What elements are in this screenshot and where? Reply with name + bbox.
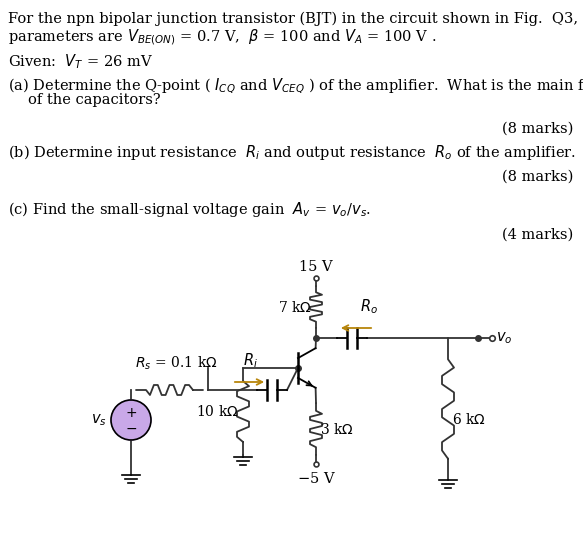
Text: parameters are $V_{BE(ON)}$ = 0.7 V,  $\beta$ = 100 and $V_A$ = 100 V .: parameters are $V_{BE(ON)}$ = 0.7 V, $\b… bbox=[8, 27, 436, 47]
Text: $R_o$: $R_o$ bbox=[360, 297, 378, 316]
Text: (a) Determine the Q-point ( $I_{CQ}$ and $V_{CEQ}$ ) of the amplifier.  What is : (a) Determine the Q-point ( $I_{CQ}$ and… bbox=[8, 77, 583, 97]
Text: +: + bbox=[125, 406, 137, 420]
Text: For the npn bipolar junction transistor (BJT) in the circuit shown in Fig.  Q3, : For the npn bipolar junction transistor … bbox=[8, 12, 583, 27]
Text: $R_s$ = 0.1 k$\Omega$: $R_s$ = 0.1 k$\Omega$ bbox=[135, 355, 217, 372]
Text: 10 k$\Omega$: 10 k$\Omega$ bbox=[196, 404, 239, 419]
Text: (8 marks): (8 marks) bbox=[501, 170, 573, 184]
Text: $-$5 V: $-$5 V bbox=[297, 471, 335, 486]
Text: (8 marks): (8 marks) bbox=[501, 122, 573, 136]
Text: $-$: $-$ bbox=[125, 421, 137, 435]
Text: $R_i$: $R_i$ bbox=[243, 351, 258, 370]
Text: Given:  $V_T$ = 26 mV: Given: $V_T$ = 26 mV bbox=[8, 52, 153, 70]
Text: $v_s$: $v_s$ bbox=[91, 412, 107, 428]
Text: $v_o$: $v_o$ bbox=[496, 330, 512, 346]
Text: (b) Determine input resistance  $R_i$ and output resistance  $R_o$ of the amplif: (b) Determine input resistance $R_i$ and… bbox=[8, 143, 576, 162]
Text: 15 V: 15 V bbox=[299, 260, 333, 274]
Text: of the capacitors?: of the capacitors? bbox=[28, 93, 161, 107]
Text: 6 k$\Omega$: 6 k$\Omega$ bbox=[452, 411, 486, 426]
Text: 3 k$\Omega$: 3 k$\Omega$ bbox=[320, 421, 354, 436]
Circle shape bbox=[111, 400, 151, 440]
Text: (c) Find the small-signal voltage gain  $A_v$ = $v_o$/$v_s$.: (c) Find the small-signal voltage gain $… bbox=[8, 200, 371, 219]
Text: (4 marks): (4 marks) bbox=[502, 228, 573, 242]
Text: 7 k$\Omega$: 7 k$\Omega$ bbox=[278, 300, 312, 315]
